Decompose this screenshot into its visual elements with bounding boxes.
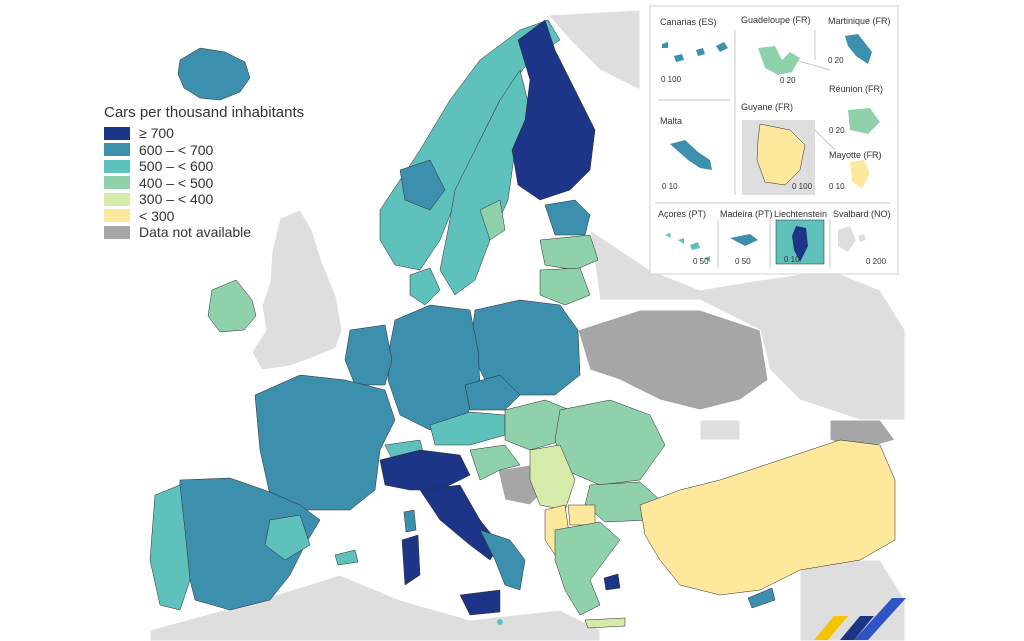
region-lithuania (539, 267, 591, 306)
inset-reunion-shape (848, 108, 880, 134)
region-malta-main (497, 619, 503, 625)
inset-madeira-shape (730, 234, 758, 246)
inset-label-mayotte: Mayotte (FR) (829, 150, 882, 160)
region-ireland (207, 279, 257, 333)
legend-swatch (104, 176, 130, 189)
inset-label-acores: Açores (PT) (658, 209, 707, 219)
inset-label-svalbard: Svalbard (NO) (833, 209, 891, 219)
legend-item: 400 – < 500 (104, 175, 304, 191)
inset-label-malta: Malta (660, 116, 683, 126)
region-north-macedonia (567, 504, 596, 526)
legend-swatch (104, 209, 130, 222)
region-germany (387, 304, 481, 431)
region-finland (511, 19, 596, 201)
inset-scale-guadeloupe: 0 20 (780, 76, 796, 85)
region-greece (554, 521, 621, 616)
inset-canarias-shape (662, 42, 728, 62)
region-iceland (177, 47, 251, 101)
region-crete (584, 617, 626, 629)
inset-panel (649, 5, 899, 275)
inset-guyane-shape (756, 123, 806, 186)
inset-mayotte-shape (850, 160, 870, 188)
legend-label: ≥ 700 (139, 125, 174, 141)
legend-label: 500 – < 600 (139, 158, 214, 174)
inset-scale-canarias: 0 100 (661, 75, 682, 84)
region-sardinia (401, 534, 421, 586)
inset-acores-shape (665, 233, 710, 262)
inset-martinique-shape (845, 34, 872, 64)
inset-guadeloupe-shape (758, 46, 800, 75)
inset-scale-acores: 0 50 (693, 257, 709, 266)
region-sicily (459, 589, 501, 616)
legend-label: < 300 (139, 207, 175, 224)
legend-item: 600 – < 700 (104, 142, 304, 158)
region-estonia (544, 199, 591, 236)
inset-svalbard-shape (838, 226, 866, 252)
inset-label-guyane: Guyane (FR) (741, 102, 794, 112)
inset-label-liechtenstein: Liechtenstein (774, 209, 828, 219)
region-sweden-south (479, 199, 506, 241)
inset-label-martinique: Martinique (FR) (828, 16, 891, 26)
region-cyprus (747, 587, 776, 609)
logo-icon (814, 598, 906, 640)
region-balearics (334, 549, 359, 566)
legend-label: Data not available (139, 224, 252, 240)
legend-item: 500 – < 600 (104, 158, 304, 174)
inset-label-guadeloupe: Guadeloupe (FR) (741, 15, 811, 25)
inset-label-canarias: Canarias (ES) (660, 17, 717, 27)
region-spain-east (264, 514, 311, 561)
inset-label-reunion: Réunion (FR) (829, 84, 884, 94)
legend-label: 600 – < 700 (139, 141, 214, 158)
legend-label: 300 – < 400 (139, 191, 214, 207)
region-denmark (409, 267, 441, 306)
inset-scale-svalbard: 0 200 (866, 257, 887, 266)
region-greece-attica (603, 573, 621, 591)
inset-scale-liechtenstein: 0 10 (784, 255, 800, 264)
inset-scale-guyane: 0 100 (792, 182, 813, 191)
legend-item: 300 – < 400 (104, 191, 304, 207)
legend-swatch (104, 143, 130, 156)
inset-scale-mayotte: 0 10 (829, 182, 845, 191)
legend: Cars per thousand inhabitants ≥ 700 600 –… (104, 104, 304, 241)
inset-scale-martinique: 0 20 (828, 56, 844, 65)
legend-swatch (104, 192, 130, 206)
inset-scale-reunion: 0 20 (829, 126, 845, 135)
region-france (254, 374, 396, 511)
inset-label-madeira: Madeira (PT) (720, 209, 773, 219)
region-italy-north (379, 449, 471, 491)
legend-title: Cars per thousand inhabitants (104, 104, 305, 121)
legend-item: < 300 (104, 208, 304, 224)
inset-scale-madeira: 0 50 (735, 257, 751, 266)
legend-item: Data not available (104, 224, 304, 240)
region-sweden (439, 69, 531, 296)
region-norway-west (399, 159, 446, 211)
inset-malta-shape (670, 140, 712, 170)
inset-liechtenstein-shape (792, 226, 808, 262)
region-corsica (403, 509, 417, 533)
region-portugal (149, 484, 191, 611)
region-italy-south (479, 529, 526, 591)
inset-scale-malta: 0 10 (662, 182, 678, 191)
legend-swatch (104, 126, 130, 140)
legend-swatch (104, 159, 130, 173)
legend-item: ≥ 700 (104, 125, 304, 141)
region-benelux (344, 324, 393, 386)
region-turkey (639, 439, 896, 596)
legend-swatch (104, 225, 130, 239)
region-latvia (539, 234, 599, 271)
region-czechia (464, 374, 521, 411)
region-italy-central (419, 484, 501, 561)
region-croatia (469, 444, 521, 481)
legend-label: 400 – < 500 (139, 174, 214, 191)
